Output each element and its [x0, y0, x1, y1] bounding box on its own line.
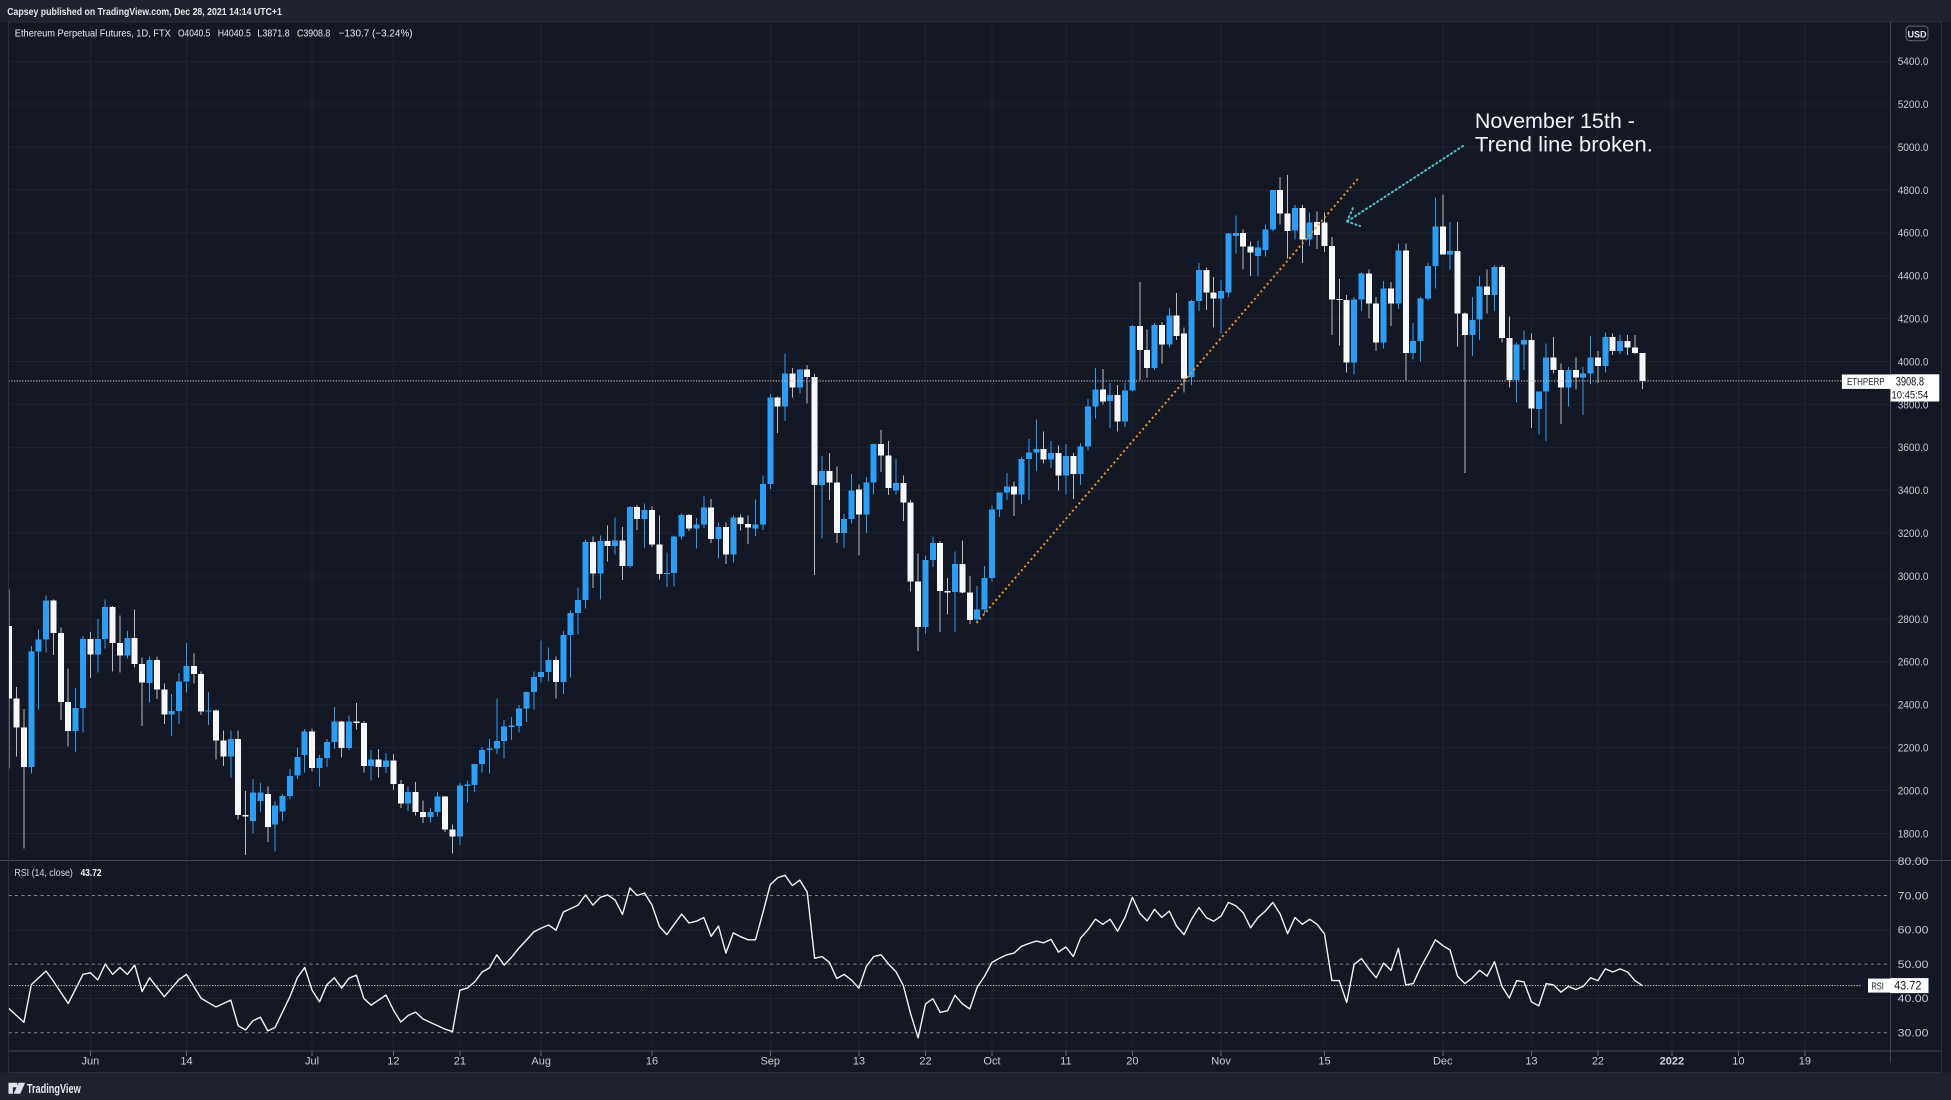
svg-text:19: 19 [1799, 1056, 1811, 1068]
svg-text:3800.0: 3800.0 [1898, 399, 1929, 411]
svg-text:50.00: 50.00 [1898, 959, 1929, 971]
svg-text:60.00: 60.00 [1898, 925, 1929, 937]
svg-text:2022: 2022 [1660, 1056, 1684, 1068]
svg-text:4400.0: 4400.0 [1898, 271, 1929, 283]
svg-text:2200.0: 2200.0 [1898, 743, 1929, 755]
svg-text:1800.0: 1800.0 [1898, 828, 1929, 840]
svg-text:3000.0: 3000.0 [1898, 571, 1929, 583]
svg-text:3400.0: 3400.0 [1898, 485, 1929, 497]
svg-text:Jun: Jun [82, 1056, 100, 1068]
svg-text:20: 20 [1126, 1056, 1138, 1068]
svg-text:Oct: Oct [983, 1056, 1000, 1068]
svg-text:21: 21 [454, 1056, 466, 1068]
svg-text:Capsey published on TradingVie: Capsey published on TradingView.com, Dec… [7, 6, 282, 18]
svg-text:5400.0: 5400.0 [1898, 56, 1929, 68]
svg-text:22: 22 [919, 1056, 931, 1068]
svg-text:4200.0: 4200.0 [1898, 314, 1929, 326]
svg-text:C3908.8: C3908.8 [297, 27, 330, 39]
svg-text:2800.0: 2800.0 [1898, 614, 1929, 626]
svg-text:70.00: 70.00 [1898, 890, 1929, 902]
svg-text:4600.0: 4600.0 [1898, 228, 1929, 240]
svg-text:40.00: 40.00 [1898, 993, 1929, 1005]
svg-text:TradingView: TradingView [27, 1082, 81, 1096]
svg-text:RSI (14, close): RSI (14, close) [14, 867, 73, 879]
svg-text:15: 15 [1318, 1056, 1330, 1068]
svg-text:10: 10 [1732, 1056, 1744, 1068]
svg-text:Aug: Aug [531, 1056, 551, 1068]
svg-text:43.72: 43.72 [81, 867, 102, 879]
svg-text:43.72: 43.72 [1894, 981, 1921, 993]
svg-text:USD: USD [1907, 29, 1927, 39]
svg-text:O4040.5: O4040.5 [178, 27, 210, 39]
svg-text:3600.0: 3600.0 [1898, 442, 1929, 454]
svg-text:RSI: RSI [1871, 981, 1884, 992]
svg-text:H4040.5: H4040.5 [218, 27, 251, 39]
svg-text:Sep: Sep [760, 1056, 780, 1068]
svg-text:22: 22 [1592, 1056, 1604, 1068]
svg-text:14: 14 [180, 1056, 192, 1068]
svg-text:16: 16 [646, 1056, 658, 1068]
svg-text:−130.7 (−3.24%): −130.7 (−3.24%) [339, 27, 413, 39]
svg-text:2400.0: 2400.0 [1898, 700, 1929, 712]
svg-text:3200.0: 3200.0 [1898, 528, 1929, 540]
svg-text:Trend line broken.: Trend line broken. [1475, 134, 1653, 157]
svg-text:L3871.8: L3871.8 [257, 27, 289, 39]
svg-text:Dec: Dec [1433, 1056, 1453, 1068]
svg-text:ETHPERP: ETHPERP [1847, 377, 1885, 388]
svg-text:4000.0: 4000.0 [1898, 356, 1929, 368]
svg-text:11: 11 [1060, 1056, 1071, 1068]
svg-text:5200.0: 5200.0 [1898, 99, 1929, 111]
svg-text:Nov: Nov [1211, 1056, 1231, 1068]
svg-text:5000.0: 5000.0 [1898, 142, 1929, 154]
svg-text:November 15th -: November 15th - [1475, 110, 1635, 133]
svg-text:2600.0: 2600.0 [1898, 657, 1929, 669]
svg-text:Jul: Jul [305, 1056, 319, 1068]
svg-text:30.00: 30.00 [1898, 1027, 1929, 1039]
svg-text:4800.0: 4800.0 [1898, 185, 1929, 197]
svg-text:13: 13 [1525, 1056, 1537, 1068]
svg-text:2000.0: 2000.0 [1898, 785, 1929, 797]
svg-text:80.00: 80.00 [1898, 856, 1929, 868]
svg-text:13: 13 [853, 1056, 865, 1068]
svg-text:10:45:54: 10:45:54 [1892, 389, 1929, 401]
svg-text:12: 12 [387, 1056, 399, 1068]
svg-text:Ethereum Perpetual Futures, 1D: Ethereum Perpetual Futures, 1D, FTX [15, 27, 171, 39]
svg-text:3908.8: 3908.8 [1896, 376, 1924, 388]
